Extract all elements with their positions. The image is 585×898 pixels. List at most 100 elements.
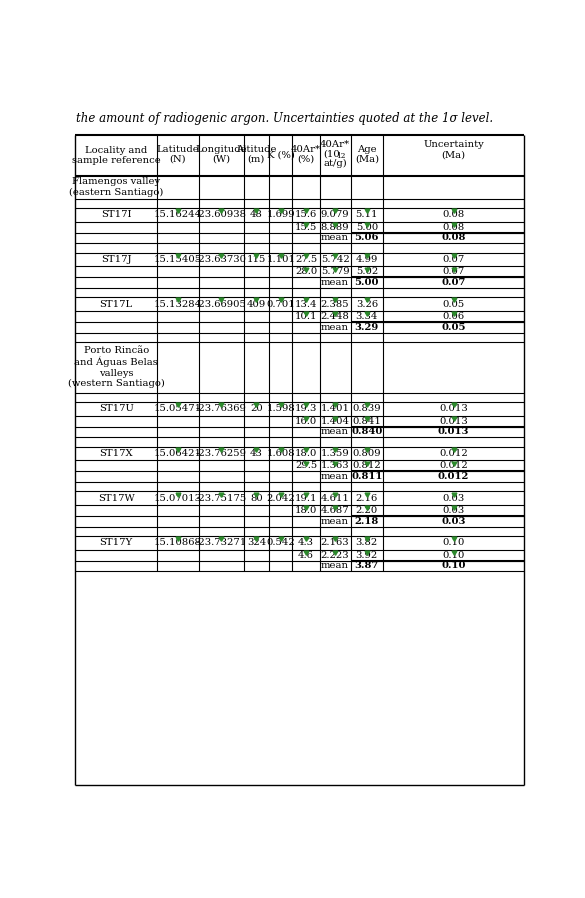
Text: 40Ar*: 40Ar* <box>320 140 350 149</box>
Text: 15.6: 15.6 <box>295 210 317 219</box>
Text: 1.598: 1.598 <box>266 404 295 413</box>
Text: 15.13284: 15.13284 <box>154 300 202 309</box>
Text: 19.1: 19.1 <box>295 494 317 503</box>
Text: Longitude: Longitude <box>195 145 247 154</box>
Text: 10.1: 10.1 <box>295 312 317 321</box>
Text: 5.00: 5.00 <box>355 278 379 287</box>
Text: ST17U: ST17U <box>99 404 133 413</box>
Text: 29.5: 29.5 <box>295 462 317 471</box>
Text: 0.08: 0.08 <box>442 233 466 242</box>
Text: 15.16244: 15.16244 <box>154 210 202 219</box>
Text: 40Ar*: 40Ar* <box>291 145 321 154</box>
Text: 2.163: 2.163 <box>321 538 349 547</box>
Text: 4.6: 4.6 <box>298 550 314 559</box>
Text: 409: 409 <box>247 300 266 309</box>
Text: 0.812: 0.812 <box>353 462 381 471</box>
Text: -23.66905: -23.66905 <box>196 300 247 309</box>
Text: 15.07013: 15.07013 <box>154 494 202 503</box>
Text: 3.29: 3.29 <box>355 322 379 331</box>
Text: Latitude: Latitude <box>156 145 199 154</box>
Text: (m): (m) <box>247 154 265 163</box>
Text: 2.18: 2.18 <box>355 516 379 525</box>
Text: ST17I: ST17I <box>101 210 132 219</box>
Text: ST17Y: ST17Y <box>99 538 133 547</box>
Text: 3.34: 3.34 <box>356 312 378 321</box>
Text: Flamengos valley
(eastern Santiago): Flamengos valley (eastern Santiago) <box>69 177 163 197</box>
Text: 18.0: 18.0 <box>295 449 317 458</box>
Text: 5.742: 5.742 <box>321 255 349 264</box>
Text: -23.60938: -23.60938 <box>195 210 247 219</box>
Text: (N): (N) <box>170 154 186 163</box>
Text: the amount of radiogenic argon. Uncertainties quoted at the 1σ level.: the amount of radiogenic argon. Uncertai… <box>76 112 493 126</box>
Text: 1.699: 1.699 <box>267 210 295 219</box>
Text: 0.07: 0.07 <box>442 268 464 277</box>
Text: -23.76259: -23.76259 <box>195 449 247 458</box>
Text: 5.779: 5.779 <box>321 268 349 277</box>
Text: 0.03: 0.03 <box>442 516 466 525</box>
Text: ST17L: ST17L <box>99 300 133 309</box>
Text: 0.012: 0.012 <box>439 462 468 471</box>
Text: 15.06421: 15.06421 <box>154 449 202 458</box>
Text: 0.10: 0.10 <box>442 561 466 570</box>
Text: Locality and
sample reference: Locality and sample reference <box>72 145 160 165</box>
Text: 0.10: 0.10 <box>442 538 465 547</box>
Text: 5.06: 5.06 <box>355 233 379 242</box>
Text: 2.16: 2.16 <box>356 494 378 503</box>
Text: 0.06: 0.06 <box>443 312 464 321</box>
Text: 28.0: 28.0 <box>295 268 317 277</box>
Text: 0.012: 0.012 <box>438 472 469 481</box>
Text: 0.07: 0.07 <box>442 278 466 287</box>
Text: 1.401: 1.401 <box>321 404 350 413</box>
Text: 4.687: 4.687 <box>321 506 349 515</box>
Text: ST17J: ST17J <box>101 255 132 264</box>
Text: 3.87: 3.87 <box>355 561 379 570</box>
Text: 80: 80 <box>250 494 263 503</box>
Text: Uncertainty: Uncertainty <box>424 140 484 149</box>
Text: 0.03: 0.03 <box>442 494 464 503</box>
Text: mean: mean <box>321 516 349 525</box>
Text: 4.3: 4.3 <box>298 538 314 547</box>
Text: 0.542: 0.542 <box>266 538 295 547</box>
Text: 0.840: 0.840 <box>351 427 383 436</box>
Text: (Ma): (Ma) <box>442 151 466 160</box>
Text: 15.15405: 15.15405 <box>154 255 202 264</box>
Text: 5.00: 5.00 <box>356 223 378 232</box>
Text: 1.359: 1.359 <box>321 449 349 458</box>
Text: -23.63730: -23.63730 <box>195 255 247 264</box>
Text: mean: mean <box>321 561 349 570</box>
Text: (10: (10 <box>324 149 340 158</box>
Text: 18.0: 18.0 <box>295 506 317 515</box>
Text: (%): (%) <box>297 154 315 163</box>
Text: 0.013: 0.013 <box>438 427 469 436</box>
Text: mean: mean <box>321 322 349 331</box>
Text: mean: mean <box>321 233 349 242</box>
Text: 4.611: 4.611 <box>321 494 349 503</box>
Text: Age: Age <box>357 145 377 154</box>
Text: 0.013: 0.013 <box>439 417 468 426</box>
Text: 0.05: 0.05 <box>442 322 466 331</box>
Text: mean: mean <box>321 427 349 436</box>
Text: 4.99: 4.99 <box>356 255 378 264</box>
Text: 27.5: 27.5 <box>295 255 317 264</box>
Text: 8.889: 8.889 <box>321 223 349 232</box>
Text: 0.05: 0.05 <box>442 300 464 309</box>
Text: 5.11: 5.11 <box>356 210 378 219</box>
Text: K (%): K (%) <box>267 151 295 160</box>
Text: -23.75175: -23.75175 <box>195 494 247 503</box>
Text: 43: 43 <box>250 449 263 458</box>
Text: 1.363: 1.363 <box>321 462 349 471</box>
Text: ST17X: ST17X <box>99 449 133 458</box>
Text: 16.0: 16.0 <box>295 417 317 426</box>
Text: 2.042: 2.042 <box>266 494 295 503</box>
Text: 12: 12 <box>336 153 345 160</box>
Text: 2.223: 2.223 <box>321 550 349 559</box>
Text: 13.4: 13.4 <box>295 300 317 309</box>
Text: at/g): at/g) <box>323 159 347 168</box>
Text: 15.5: 15.5 <box>295 223 317 232</box>
Text: Porto Rincão
and Águas Belas
valleys
(western Santiago): Porto Rincão and Águas Belas valleys (we… <box>68 346 164 388</box>
Text: 15.05471: 15.05471 <box>154 404 202 413</box>
Text: 0.013: 0.013 <box>439 404 468 413</box>
Text: 1.404: 1.404 <box>321 417 350 426</box>
Text: 2.20: 2.20 <box>356 506 378 515</box>
Text: 5.02: 5.02 <box>356 268 378 277</box>
